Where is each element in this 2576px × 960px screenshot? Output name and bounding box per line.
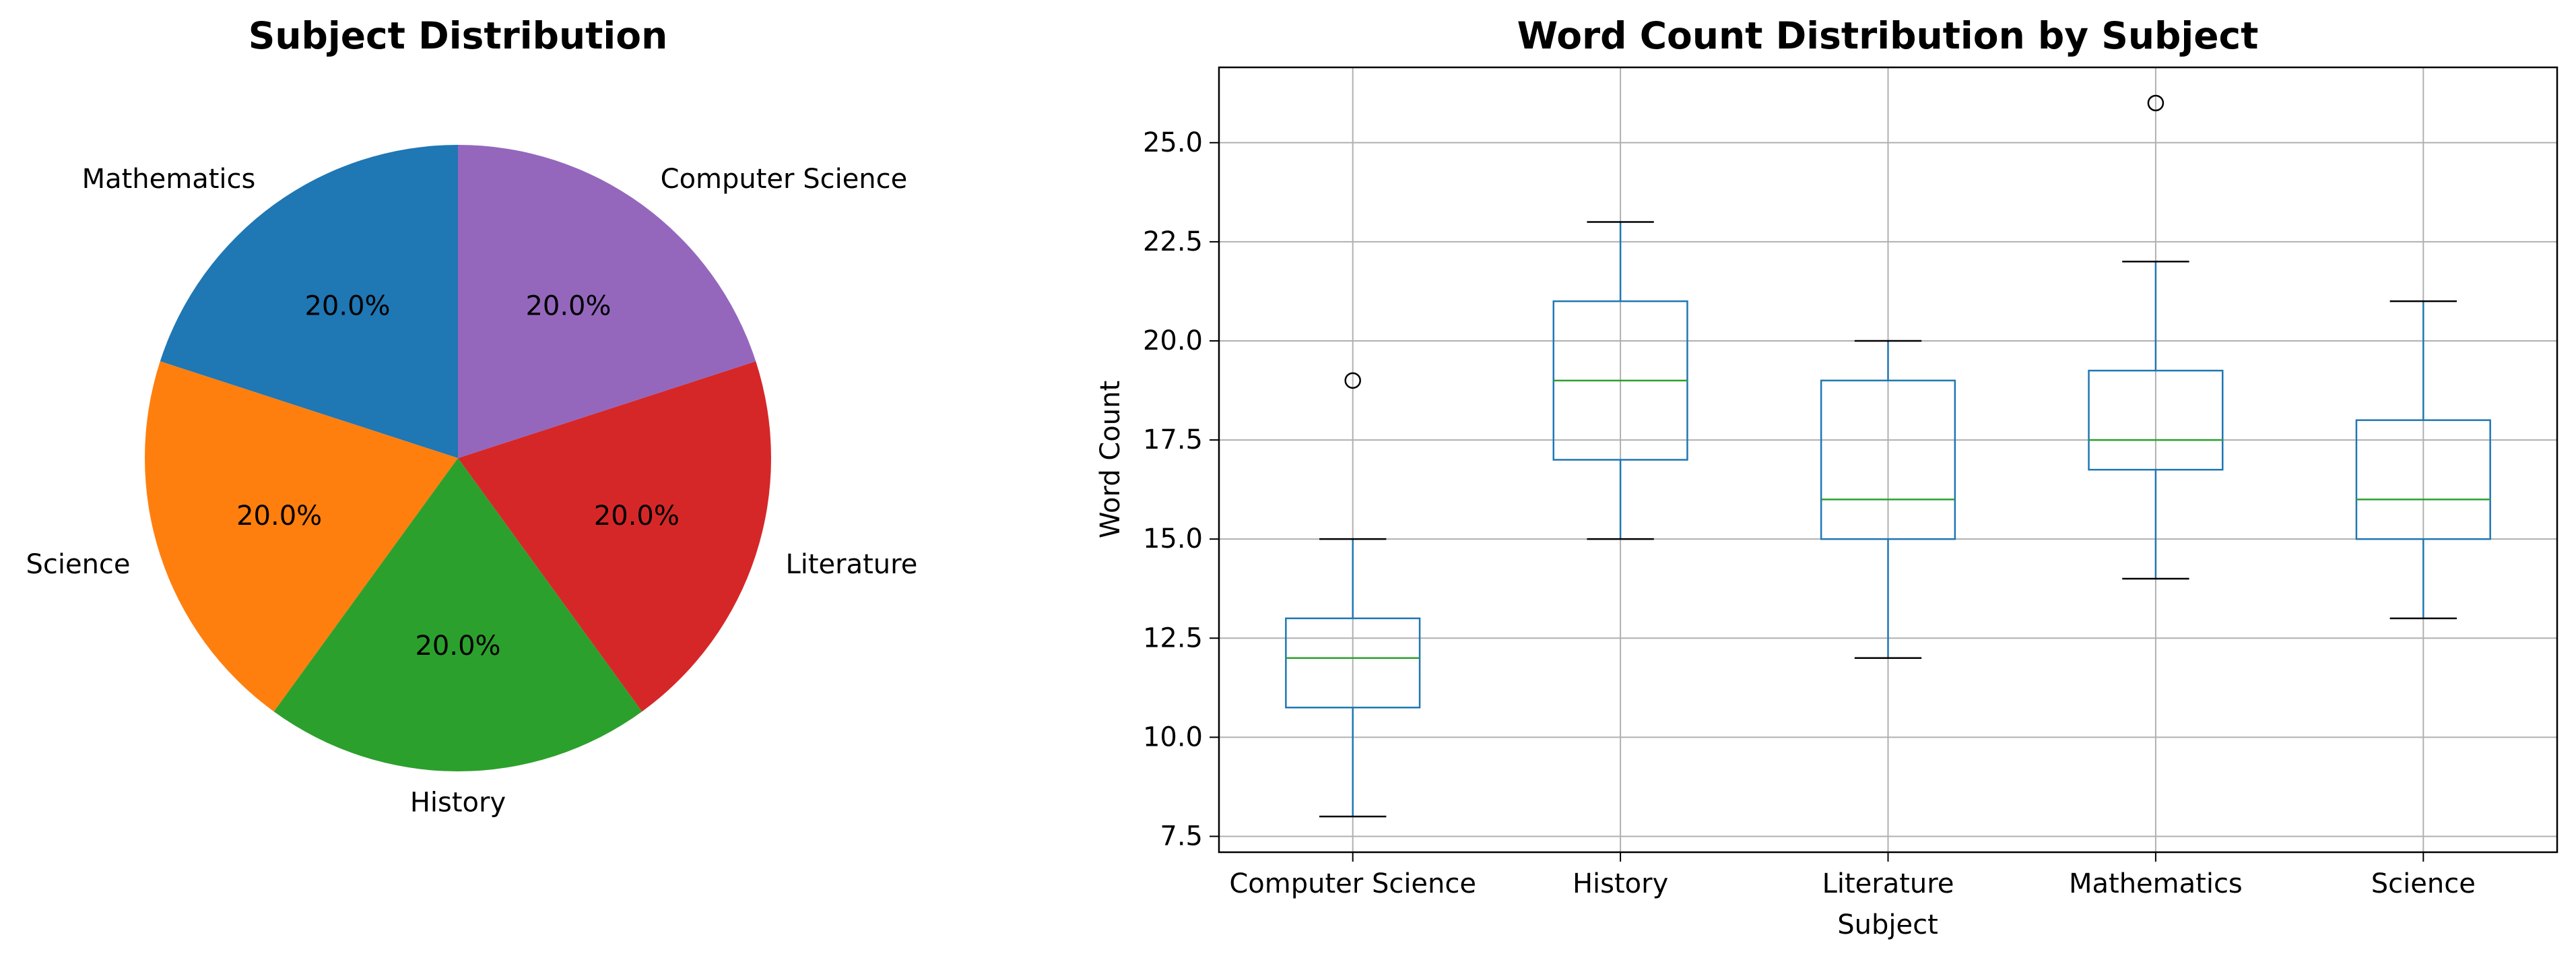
y-tick-label: 20.0 — [1143, 325, 1203, 356]
pie-label-history: History — [410, 788, 506, 819]
pie-percent-computer-science: 20.0% — [525, 290, 611, 321]
x-tick-label-science: Science — [2371, 868, 2476, 899]
box-iqr — [1820, 379, 1956, 540]
pie-percent-literature: 20.0% — [594, 501, 680, 532]
box-plot-title: Word Count Distribution by Subject — [1517, 14, 2259, 57]
box-literature — [1820, 340, 1956, 659]
y-tick-label: 22.5 — [1143, 226, 1203, 257]
x-axis-label: Subject — [1837, 909, 1938, 940]
x-tick-label-mathematics: Mathematics — [2069, 868, 2243, 899]
pie-slice-literature — [458, 361, 771, 712]
outlier-point — [2147, 94, 2165, 112]
y-tick-label: 25.0 — [1143, 127, 1203, 158]
pie-slices — [144, 145, 771, 771]
y-tick-label: 12.5 — [1143, 622, 1203, 653]
box-elements — [1285, 94, 2491, 818]
pie-chart: Subject Distribution Mathematics 20.0% Sci… — [26, 14, 917, 819]
pie-percent-mathematics: 20.0% — [304, 290, 390, 321]
pie-slice-mathematics — [160, 145, 458, 458]
x-ticks: Computer Science History Literature Mathema… — [1229, 852, 2476, 899]
y-tick-label: 15.0 — [1143, 523, 1203, 554]
pie-percent-science: 20.0% — [236, 501, 322, 532]
pie-labels: Mathematics 20.0% Science 20.0% History 20.0%… — [26, 164, 917, 818]
pie-label-science: Science — [26, 549, 130, 580]
box-history — [1552, 221, 1688, 540]
y-ticks: 7.5 10.0 12.5 15.0 17.5 20.0 22.5 25.0 — [1143, 127, 1219, 852]
pie-slice-computer-science — [458, 145, 756, 458]
pie-percent-history: 20.0% — [415, 631, 500, 662]
y-tick-label: 10.0 — [1143, 722, 1203, 753]
pie-label-computer-science: Computer Science — [661, 164, 908, 195]
x-tick-label-computer-science: Computer Science — [1229, 868, 1476, 899]
outlier-point — [1344, 372, 1361, 389]
pie-label-literature: Literature — [785, 549, 917, 580]
x-tick-label-literature: Literature — [1822, 868, 1954, 899]
box-plot-chart: Word Count Distribution by Subject 7.5 10… — [1095, 14, 2558, 940]
pie-label-mathematics: Mathematics — [82, 164, 256, 195]
y-tick-label: 17.5 — [1143, 424, 1203, 455]
box-iqr — [1285, 617, 1421, 709]
pie-slice-science — [144, 361, 458, 712]
x-tick-label-history: History — [1573, 868, 1668, 899]
y-axis-label: Word Count — [1095, 381, 1126, 538]
y-tick-label: 7.5 — [1160, 821, 1203, 852]
box-science — [2355, 300, 2491, 620]
pie-chart-title: Subject Distribution — [249, 14, 667, 57]
pie-slice-history — [273, 458, 642, 771]
box-computer-science — [1285, 372, 1421, 818]
box-iqr — [2088, 369, 2224, 471]
box-iqr — [2355, 419, 2491, 540]
box-mathematics — [2088, 94, 2224, 580]
